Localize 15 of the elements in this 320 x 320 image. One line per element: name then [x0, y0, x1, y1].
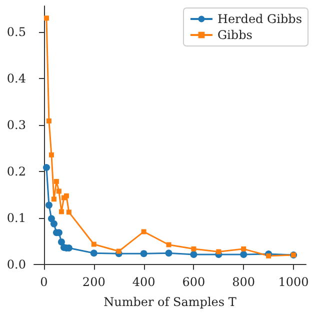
x-tick-label: 800	[232, 275, 256, 289]
y-tick-label: 0.1	[6, 211, 26, 226]
x-tick-label: 600	[182, 275, 206, 289]
x-axis-title: Number of Samples T	[104, 295, 236, 309]
x-tick-label: 0	[40, 275, 48, 289]
legend-label: Herded Gibbs	[217, 12, 302, 26]
x-tick-label: 400	[132, 275, 156, 289]
legend-label: Gibbs	[217, 28, 252, 42]
y-tick-label: 0.2	[6, 164, 26, 179]
y-tick-label: 0.4	[6, 72, 26, 86]
y-tick-label: 0.3	[6, 118, 26, 132]
y-tick-label: 0.0	[6, 258, 26, 272]
y-tick-label: 0.5	[6, 25, 26, 40]
x-tick-label: 200	[82, 275, 106, 289]
x-tick-label: 1000	[278, 275, 309, 289]
